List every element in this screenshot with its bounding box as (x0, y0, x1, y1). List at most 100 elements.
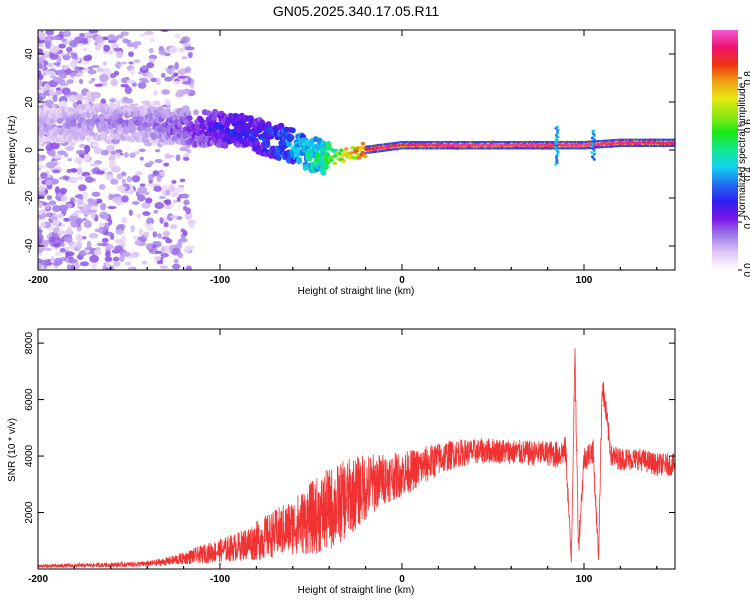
heatmap-noise-cell (88, 30, 99, 34)
heatmap-ridge-cell (359, 145, 364, 150)
heatmap-noise-cell (153, 209, 159, 214)
snr-y-tick-label: 8000 (24, 332, 35, 355)
heatmap-noise-cell (141, 100, 151, 105)
heatmap-ridge-cell (264, 139, 271, 146)
heatmap-noise-cell (38, 237, 43, 245)
heatmap-noise-cell (121, 195, 129, 203)
heatmap-noise-cell (163, 98, 169, 103)
heatmap-noise-cell (171, 263, 181, 270)
colorbar (712, 30, 738, 270)
heatmap-spike-cell (592, 129, 595, 132)
heatmap-noise-cell (49, 178, 60, 185)
heatmap-noise-cell (122, 251, 132, 257)
heatmap-noise-cell (83, 55, 92, 62)
heatmap-ridge-cell (85, 135, 92, 142)
heatmap-noise-cell (114, 62, 122, 69)
heatmap-noise-cell (46, 63, 53, 67)
heatmap-noise-cell (89, 254, 99, 263)
heatmap-noise-cell (52, 219, 61, 227)
heatmap-spike-cell (553, 163, 557, 166)
snr-x-tick-label: -200 (28, 574, 48, 585)
heatmap-ridge-cell (296, 158, 303, 165)
snr-y-axis-label: SNR (10 * v/v) (7, 418, 18, 482)
heatmap-noise-cell (154, 158, 163, 164)
heatmap-noise-cell (107, 34, 116, 42)
heatmap-ridge-cell (275, 155, 282, 162)
heatmap-noise-cell (38, 95, 44, 102)
heatmap-noise-cell (46, 71, 56, 76)
heatmap-noise-cell (68, 258, 78, 264)
heatmap-noise-cell (161, 188, 166, 197)
heatmap-noise-cell (185, 66, 192, 74)
heatmap-noise-cell (120, 235, 127, 242)
heatmap-noise-cell (182, 205, 188, 211)
heatmap-noise-cell (160, 246, 166, 253)
heatmap-noise-cell (109, 98, 117, 103)
heatmap-ridge-cell (288, 134, 295, 141)
heatmap-ridge-cell (285, 141, 292, 148)
heatmap-noise-cell (130, 225, 136, 233)
heatmap-noise-cell (108, 159, 116, 166)
heatmap-noise-cell (47, 99, 53, 108)
heatmap-ridge-cell (340, 153, 345, 158)
heatmap-ridge-cell (315, 152, 322, 159)
heatmap-noise-cell (87, 209, 98, 213)
heatmap-noise-cell (65, 145, 75, 152)
heatmap-spike-cell (592, 148, 596, 151)
heatmap-noise-cell (94, 228, 104, 233)
heatmap-noise-cell (124, 261, 132, 266)
heatmap-noise-cell (38, 185, 46, 192)
heatmap-ridge-cell (360, 141, 366, 146)
heatmap-noise-cell (38, 231, 42, 236)
colorbar-tick-label: 0.8 (743, 71, 750, 85)
heatmap-ridge-cell (150, 132, 157, 139)
snr-series (38, 348, 675, 569)
heatmap-noise-cell (125, 98, 134, 104)
heatmap-noise-cell (94, 35, 104, 44)
heatmap-noise-cell (103, 44, 111, 52)
heatmap-noise-cell (38, 57, 44, 64)
heatmap-noise-cell (150, 37, 155, 43)
heatmap-noise-cell (75, 241, 83, 250)
heatmap-noise-cell (60, 100, 68, 107)
heatmap-noise-cell (101, 237, 109, 243)
heatmap-noise-cell (108, 193, 114, 201)
heatmap-noise-cell (177, 252, 184, 259)
heatmap-noise-cell (129, 68, 135, 76)
heatmap-noise-cell (171, 180, 177, 184)
heatmap-noise-cell (82, 47, 88, 52)
heatmap-noise-cell (158, 195, 167, 200)
heatmap-noise-cell (45, 203, 51, 210)
heatmap-noise-cell (189, 84, 195, 89)
heatmap-noise-cell (124, 86, 132, 95)
heatmap-noise-cell (68, 141, 76, 146)
heatmap-noise-cell (164, 199, 172, 206)
heatmap-noise-cell (74, 262, 80, 270)
heatmap-ridge-cell (252, 131, 259, 138)
heatmap-noise-cell (177, 75, 187, 79)
heatmap-noise-cell (114, 245, 124, 252)
heatmap-ridge-cell (254, 140, 261, 147)
heatmap-noise-cell (183, 157, 190, 161)
heatmap-noise-cell (73, 156, 83, 164)
heatmap-noise-cell (185, 265, 192, 270)
heatmap-ridge-cell (56, 117, 63, 124)
heatmap-noise-cell (176, 196, 181, 203)
heatmap-noise-cell (105, 244, 114, 250)
heatmap-noise-cell (145, 72, 154, 79)
heatmap-ridge-cell (349, 151, 354, 155)
heatmap-noise-cell (163, 162, 170, 167)
heatmap-noise-cell (169, 192, 180, 198)
heatmap-noise-cell (115, 50, 124, 59)
heatmap-noise-cell (70, 52, 76, 59)
heatmap-ridge-cell (108, 102, 115, 109)
heatmap-noise-cell (91, 263, 98, 270)
heatmap-noise-cell (139, 183, 146, 187)
spectrogram-x-tick-label: 100 (576, 275, 593, 286)
heatmap-noise-cell (38, 197, 41, 203)
heatmap-noise-cell (98, 184, 106, 191)
heatmap-noise-cell (80, 37, 88, 42)
heatmap-noise-cell (48, 200, 57, 206)
heatmap-noise-cell (137, 186, 148, 194)
heatmap-ridge-cell (129, 103, 136, 110)
